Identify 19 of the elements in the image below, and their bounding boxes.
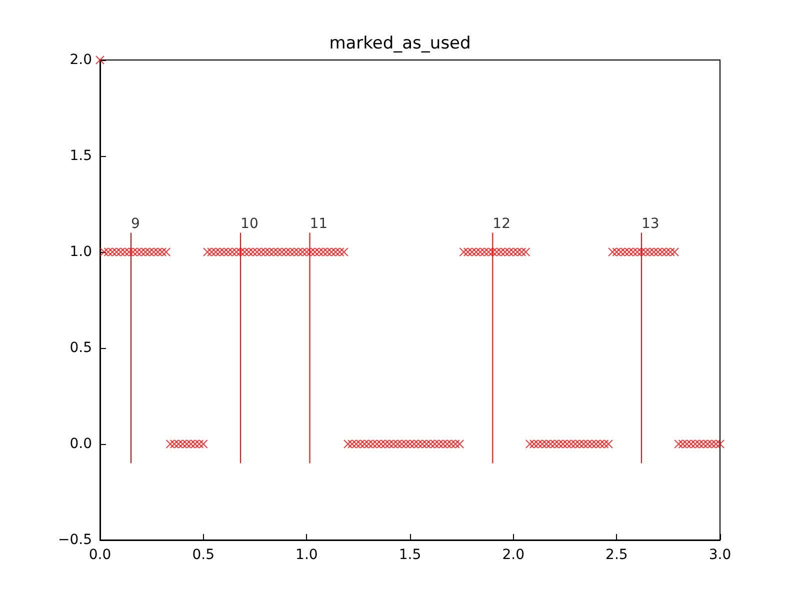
x-tick-label: 3.0	[708, 547, 732, 563]
x-tick-label: 1.0	[296, 547, 318, 563]
annotation: 10	[240, 216, 258, 232]
y-tick-label: 0.5	[70, 340, 92, 356]
y-tick-label: 0.0	[70, 436, 92, 452]
x-tick-label: 2.5	[606, 547, 628, 563]
y-tick-label: 1.5	[70, 148, 92, 164]
annotation: 12	[492, 216, 510, 232]
y-tick-label: 1.0	[70, 244, 92, 260]
x-tick-label: 0.0	[88, 547, 112, 563]
annotation: 9	[131, 216, 140, 232]
y-tick-label: 2.0	[70, 52, 92, 68]
x-tick-label: 0.5	[192, 547, 214, 563]
x-tick-label: 2.0	[502, 547, 524, 563]
x-tick-label: 1.5	[398, 547, 422, 563]
y-tick-label: −0.5	[58, 532, 92, 548]
annotation: 13	[641, 216, 660, 232]
chart-title: marked_as_used	[329, 34, 471, 54]
annotation: 11	[310, 216, 328, 232]
